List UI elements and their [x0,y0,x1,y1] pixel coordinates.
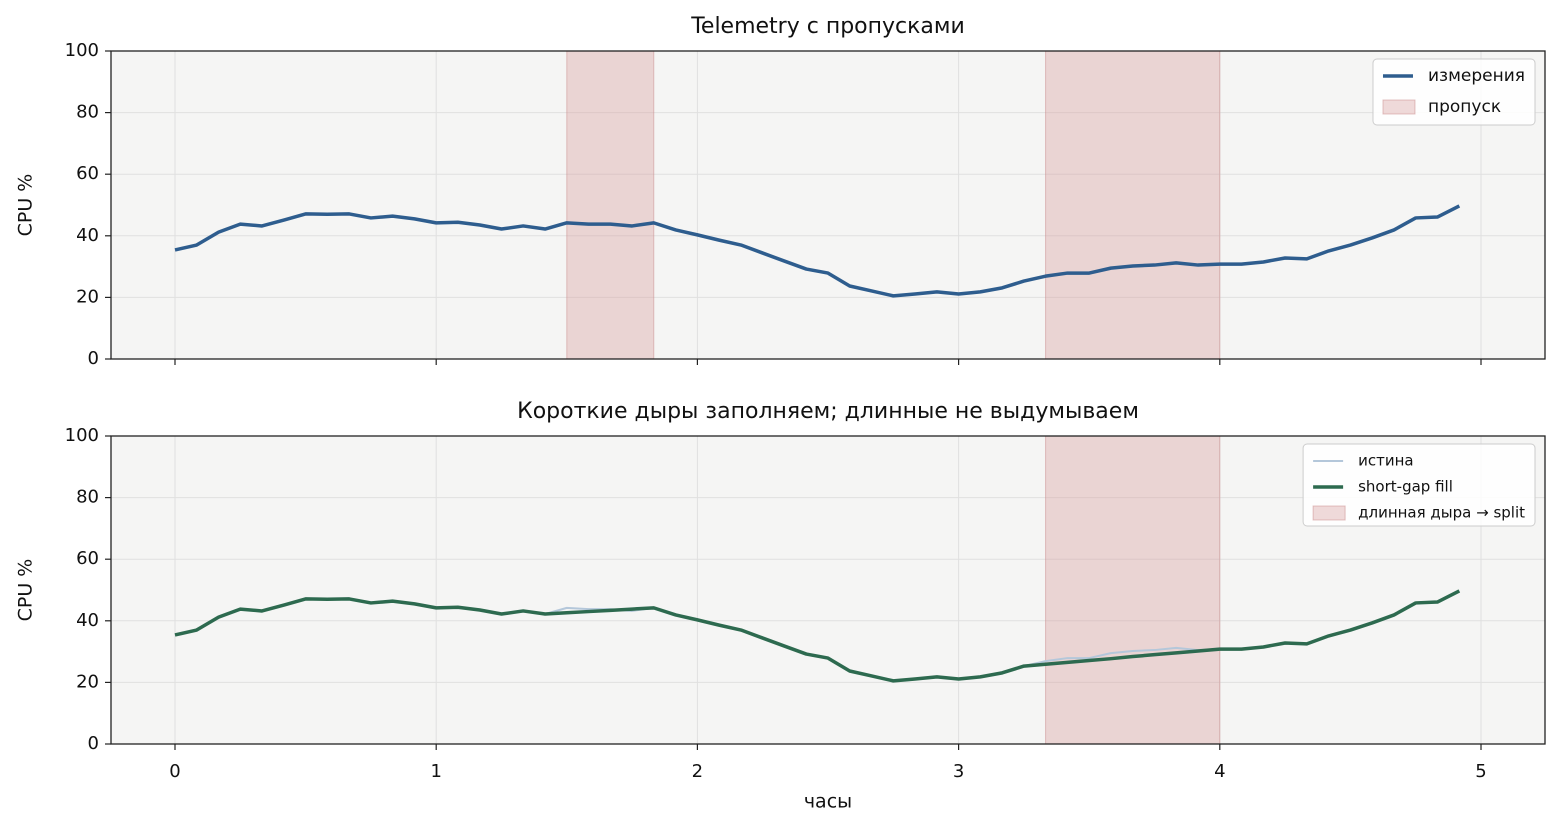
y-tick-label: 60 [76,548,99,569]
y-tick-label: 0 [88,348,99,369]
plot-frame [110,50,1546,360]
x-tick-label: 2 [692,761,703,782]
legend-label: short-gap fill [1358,478,1453,496]
gap-span [1045,435,1221,745]
legend-label: пропуск [1428,97,1501,117]
x-axis-label: часы [804,791,852,813]
legend-label: длинная дыра → split [1358,504,1525,522]
y-tick-label: 80 [76,487,99,508]
legend-swatch [1382,99,1416,115]
y-tick-label: 0 [88,733,99,754]
y-tick-label: 20 [76,286,99,307]
gap-span [566,50,655,360]
x-tick-label: 5 [1475,761,1486,782]
x-tick-label: 0 [169,761,180,782]
y-tick-label: 80 [76,102,99,123]
x-tick-label: 3 [953,761,964,782]
y-tick-label: 60 [76,163,99,184]
plot-frame [110,435,1546,745]
plot-background [111,51,1545,359]
chart-title: Telemetry с пропусками [690,14,965,39]
y-tick-label: 40 [76,225,99,246]
y-tick-label: 100 [65,425,99,446]
legend: измерения пропуск [1372,58,1536,126]
y-tick-label: 40 [76,610,99,631]
legend: истина short-gap fill длинная дыра → split [1302,443,1536,527]
legend-swatch [1312,505,1346,521]
legend-box [1372,58,1536,126]
y-axis-label: CPU % [15,559,37,622]
series-line [174,204,1461,298]
gap-span [1045,50,1221,360]
chart-title: Короткие дыры заполняем; длинные не выду… [517,399,1139,424]
x-tick-label: 1 [430,761,441,782]
y-tick-label: 100 [65,40,99,61]
legend-label: измерения [1428,66,1525,86]
series-line [174,589,1461,683]
y-tick-label: 20 [76,671,99,692]
legend-label: истина [1358,452,1413,470]
x-tick-label: 4 [1214,761,1225,782]
legend-box [1302,443,1536,527]
y-axis-label: CPU % [15,174,37,237]
